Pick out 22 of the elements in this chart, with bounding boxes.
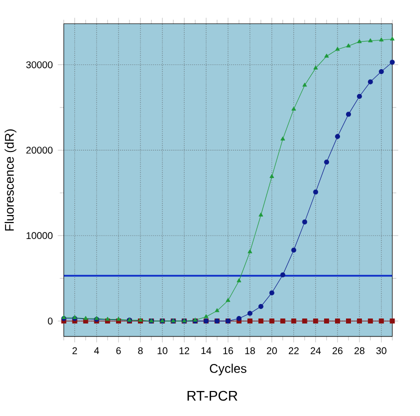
x-tick-label: 26	[332, 347, 343, 354]
x-tick-label: 12	[180, 347, 190, 354]
x-tick-label: 6	[116, 347, 121, 354]
x-tick-label: 16	[223, 347, 234, 354]
x-tick-label: 10	[158, 347, 168, 354]
text: RT-PCR	[188, 391, 238, 401]
x-tick-label: 28	[354, 347, 364, 354]
y-axis-title: Fluorescence (dR)	[4, 130, 16, 231]
x-tick-label: 2	[72, 347, 77, 354]
y-tick-label: 0	[48, 318, 53, 325]
y-tick-label: 20000	[26, 146, 53, 154]
x-tick-label: 4	[94, 347, 100, 354]
x-tick-label: 14	[201, 347, 212, 354]
x-tick-label: 8	[138, 347, 143, 354]
x-tick-label: 30	[376, 347, 386, 354]
y-tick-label: 10000	[26, 232, 53, 240]
x-axis-title: Cycles	[210, 364, 246, 376]
x-tick-label: 18	[245, 347, 255, 354]
x-tick-label: 24	[310, 347, 321, 354]
x-tick-label: 22	[288, 347, 299, 354]
x-tick-label: 20	[266, 347, 277, 354]
y-tick-label: 30000	[26, 62, 53, 68]
